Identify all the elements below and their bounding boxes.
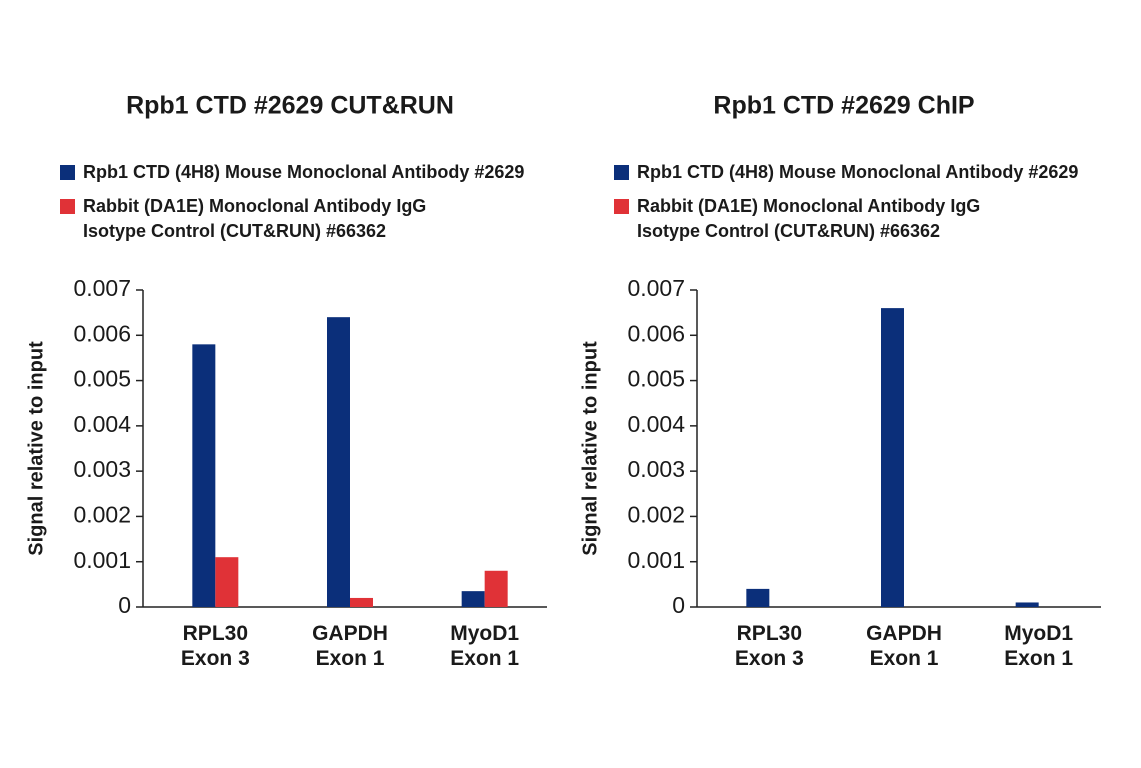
- y-axis-label: Signal relative to input: [25, 341, 47, 556]
- legend-label: Rpb1 CTD (4H8) Mouse Monoclonal Antibody…: [83, 162, 524, 182]
- chart: Rpb1 CTD #2629 ChIP Rpb1 CTD (4H8) Mouse …: [579, 92, 1101, 670]
- x-tick-label: RPL30 Exon 3: [735, 622, 804, 670]
- y-tick-label: 0.001: [627, 547, 685, 573]
- y-tick-label: 0.006: [73, 320, 131, 346]
- bar: [881, 308, 904, 607]
- y-tick-label: 0.003: [73, 456, 131, 482]
- legend-swatch: [60, 199, 75, 214]
- x-tick-label: MyoD1 Exon 1: [450, 622, 519, 670]
- y-tick-label: 0.004: [73, 411, 131, 437]
- text-line: GAPDH: [312, 622, 388, 645]
- text-line: MyoD1: [1004, 622, 1073, 645]
- text-line: Rabbit (DA1E) Monoclonal Antibody IgG: [83, 196, 426, 216]
- text-line: RPL30: [737, 622, 802, 645]
- text-line: Exon 3: [181, 647, 250, 670]
- legend-swatch: [614, 165, 629, 180]
- text-line: Exon 1: [316, 647, 385, 670]
- chart-title: Rpb1 CTD #2629 CUT&RUN: [126, 92, 454, 120]
- y-tick-label: 0.006: [627, 320, 685, 346]
- y-tick-label: 0.005: [627, 366, 685, 392]
- chart: Rpb1 CTD #2629 CUT&RUN Rpb1 CTD (4H8) Mou…: [25, 92, 547, 670]
- legend-label: Rabbit (DA1E) Monoclonal Antibody IgG Iso…: [637, 196, 980, 241]
- text-line: Rabbit (DA1E) Monoclonal Antibody IgG: [637, 196, 980, 216]
- bar: [1015, 602, 1039, 607]
- x-tick-label: GAPDH Exon 1: [312, 622, 388, 670]
- y-tick-label: 0.003: [627, 456, 685, 482]
- bar: [746, 588, 770, 607]
- x-tick-label: RPL30 Exon 3: [181, 622, 250, 670]
- legend-label: Rabbit (DA1E) Monoclonal Antibody IgG Iso…: [83, 196, 426, 241]
- y-tick-label: 0: [672, 592, 685, 618]
- y-tick-label: 0: [118, 592, 131, 618]
- y-axis-label: Signal relative to input: [579, 341, 601, 556]
- text-line: Isotype Control (CUT&RUN) #66362: [83, 221, 386, 241]
- y-tick-label: 0.002: [627, 502, 685, 528]
- text-line: Exon 1: [450, 647, 519, 670]
- text-line: Exon 1: [870, 647, 939, 670]
- y-tick-label: 0.004: [627, 411, 685, 437]
- y-tick-label: 0.001: [73, 547, 131, 573]
- x-tick-label: MyoD1 Exon 1: [1004, 622, 1073, 670]
- legend-swatch: [614, 199, 629, 214]
- bar: [215, 557, 239, 607]
- y-tick-label: 0.007: [73, 275, 131, 301]
- bar: [484, 570, 508, 607]
- y-tick-label: 0.002: [73, 502, 131, 528]
- bar: [461, 591, 485, 607]
- bar: [350, 597, 373, 607]
- text-line: MyoD1: [450, 622, 519, 645]
- text-line: GAPDH: [866, 622, 942, 645]
- bar: [327, 317, 350, 607]
- legend-swatch: [60, 165, 75, 180]
- legend-label: Rpb1 CTD (4H8) Mouse Monoclonal Antibody…: [637, 162, 1078, 182]
- x-tick-label: GAPDH Exon 1: [866, 622, 942, 670]
- text-line: Exon 3: [735, 647, 804, 670]
- bar: [192, 344, 216, 607]
- text-line: Isotype Control (CUT&RUN) #66362: [637, 221, 940, 241]
- y-tick-label: 0.007: [627, 275, 685, 301]
- y-tick-label: 0.005: [73, 366, 131, 392]
- chart-title: Rpb1 CTD #2629 ChIP: [713, 92, 974, 120]
- text-line: RPL30: [183, 622, 248, 645]
- text-line: Exon 1: [1004, 647, 1073, 670]
